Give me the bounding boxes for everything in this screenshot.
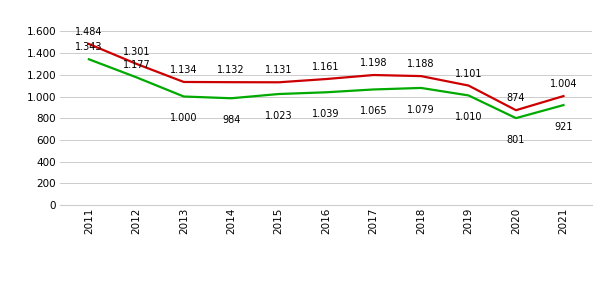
Text: 1.188: 1.188 <box>407 59 435 69</box>
Text: 1.039: 1.039 <box>312 109 340 119</box>
Text: 1.010: 1.010 <box>455 112 482 122</box>
Text: 1.065: 1.065 <box>360 106 387 116</box>
Víctimas mortales <box>180 80 187 84</box>
Accidentes mortales <box>512 116 519 120</box>
Text: 1.161: 1.161 <box>312 62 340 72</box>
Text: 1.000: 1.000 <box>170 113 198 123</box>
Accidentes mortales <box>417 86 425 90</box>
Víctimas mortales <box>228 80 235 84</box>
Text: 1.484: 1.484 <box>75 27 103 37</box>
Víctimas mortales <box>512 108 519 112</box>
Víctimas mortales <box>465 84 472 87</box>
Víctimas mortales <box>370 73 378 77</box>
Text: 1.101: 1.101 <box>455 69 482 79</box>
Accidentes mortales <box>465 94 472 97</box>
Line: Accidentes mortales: Accidentes mortales <box>89 59 564 118</box>
Accidentes mortales <box>85 57 92 61</box>
Accidentes mortales <box>370 88 378 91</box>
Text: 874: 874 <box>507 93 525 103</box>
Text: 1.023: 1.023 <box>265 111 292 121</box>
Text: 921: 921 <box>554 122 573 132</box>
Text: 1.343: 1.343 <box>75 42 103 52</box>
Text: 801: 801 <box>507 135 525 145</box>
Víctimas mortales <box>85 42 92 46</box>
Text: 1.177: 1.177 <box>123 60 150 70</box>
Accidentes mortales <box>275 92 282 96</box>
Accidentes mortales <box>133 76 140 79</box>
Text: 1.131: 1.131 <box>265 65 292 75</box>
Text: 984: 984 <box>222 115 240 125</box>
Víctimas mortales <box>275 81 282 84</box>
Text: 1.004: 1.004 <box>550 79 577 89</box>
Accidentes mortales <box>228 96 235 100</box>
Text: 1.301: 1.301 <box>123 47 150 57</box>
Text: 1.134: 1.134 <box>170 65 198 75</box>
Víctimas mortales <box>323 77 330 81</box>
Text: 1.198: 1.198 <box>360 58 387 68</box>
Text: 1.132: 1.132 <box>217 65 245 75</box>
Víctimas mortales <box>133 62 140 66</box>
Víctimas mortales <box>417 74 425 78</box>
Accidentes mortales <box>323 91 330 94</box>
Line: Víctimas mortales: Víctimas mortales <box>89 44 564 110</box>
Accidentes mortales <box>180 95 187 98</box>
Text: 1.079: 1.079 <box>407 105 435 115</box>
Víctimas mortales <box>560 94 567 98</box>
Accidentes mortales <box>560 103 567 107</box>
